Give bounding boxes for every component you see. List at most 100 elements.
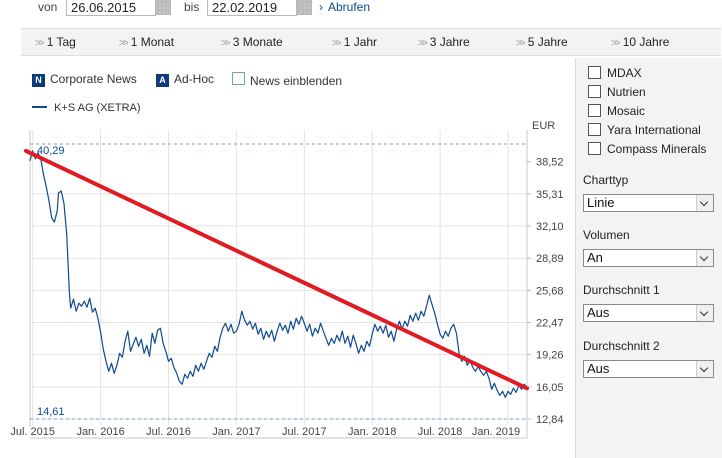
chart-x-axis: Jul. 2015 Jan. 2016 Jul. 2016 Jan. 2017 Jul.…	[10, 426, 520, 438]
compare-nutrien[interactable]: Nutrien	[588, 85, 646, 99]
chart-grid	[29, 130, 528, 439]
checkbox[interactable]	[588, 123, 601, 136]
checkbox[interactable]	[588, 66, 601, 79]
y-tick-label: 16,05	[536, 382, 564, 394]
charttyp-label: Charttyp	[583, 173, 629, 187]
range-label: 3 Monate	[232, 35, 283, 49]
max-value-label: 40,29	[37, 145, 65, 157]
charttyp-value: Linie	[587, 195, 615, 210]
compare-yara[interactable]: Yara International	[588, 123, 701, 137]
corporate-news-label: Corporate News	[50, 72, 137, 86]
news-checkbox	[232, 72, 245, 85]
y-tick-label: 35,31	[536, 189, 564, 201]
news-toggle[interactable]: News einblenden	[232, 72, 342, 88]
volumen-value: An	[587, 250, 603, 265]
checkbox[interactable]	[588, 85, 601, 98]
x-tick-label: Jul. 2017	[282, 426, 327, 438]
avg1-select[interactable]: Aus	[583, 304, 714, 322]
compare-label: Yara International	[607, 123, 701, 137]
compare-label: MDAX	[607, 66, 642, 80]
settings-panel: MDAX Nutrien Mosaic Yara International C…	[575, 58, 722, 458]
chevron-down-icon	[696, 361, 713, 377]
x-tick-label: Jan. 2016	[76, 426, 124, 438]
price-chart: 38,52 35,31 32,10 28,89 25,68 22,47 19,26 16,05…	[10, 120, 564, 439]
y-tick-label: 19,26	[536, 350, 564, 362]
series-legend: K+S AG (XETRA)	[32, 102, 141, 114]
chart-series	[29, 150, 528, 398]
adhoc-toggle[interactable]: A Ad-Hoc	[156, 72, 214, 87]
x-tick-label: Jul. 2015	[10, 426, 55, 438]
chevron-down-icon	[696, 250, 713, 266]
range-1-year[interactable]: >> 1 Jahr	[332, 29, 377, 55]
avg2-label: Durchschnitt 2	[583, 339, 660, 353]
min-value-label: 14,61	[37, 406, 65, 418]
compare-compass[interactable]: Compass Minerals	[588, 142, 706, 156]
double-chevron-icon: >>	[611, 38, 621, 49]
compare-mdax[interactable]: MDAX	[588, 66, 642, 80]
volumen-label: Volumen	[583, 228, 630, 242]
avg1-label: Durchschnitt 1	[583, 283, 660, 297]
chart-trendline	[23, 148, 529, 391]
double-chevron-icon: >>	[418, 38, 428, 49]
to-date-input[interactable]	[207, 0, 297, 16]
range-1-month[interactable]: >> 1 Monat	[119, 29, 174, 55]
avg2-value: Aus	[587, 361, 610, 376]
adhoc-label: Ad-Hoc	[174, 72, 215, 86]
checkbox[interactable]	[588, 142, 601, 155]
range-3-months[interactable]: >> 3 Monate	[221, 29, 283, 55]
y-tick-label: 25,68	[536, 285, 564, 297]
range-label: 1 Jahr	[343, 35, 378, 49]
range-10-years[interactable]: >> 10 Jahre	[611, 29, 669, 55]
corporate-news-toggle[interactable]: N Corporate News	[32, 72, 137, 87]
y-tick-label: 12,84	[536, 414, 564, 426]
range-label: 1 Tag	[46, 35, 76, 49]
series-swatch	[32, 106, 47, 108]
avg1-value: Aus	[587, 305, 610, 320]
series-legend-label: K+S AG (XETRA)	[54, 102, 141, 114]
volumen-select[interactable]: An	[583, 249, 714, 267]
compare-label: Mosaic	[607, 104, 646, 118]
corporate-news-badge: N	[32, 74, 45, 87]
chart-extremes: 40,29 14,61	[30, 143, 527, 420]
x-tick-label: Jan. 2019	[472, 426, 520, 438]
news-label: News einblenden	[250, 74, 343, 88]
red-trendline	[23, 148, 529, 391]
range-label: 3 Jahre	[429, 35, 470, 49]
adhoc-badge: A	[156, 74, 169, 87]
double-chevron-icon: >>	[119, 38, 129, 49]
y-tick-label: 32,10	[536, 221, 564, 233]
charttyp-select[interactable]: Linie	[583, 194, 714, 212]
range-3-years[interactable]: >> 3 Jahre	[418, 29, 470, 55]
double-chevron-icon: >>	[35, 38, 45, 49]
compare-label: Nutrien	[607, 85, 646, 99]
x-tick-label: Jan. 2017	[212, 426, 260, 438]
to-label: bis	[184, 0, 200, 14]
y-unit-label: EUR	[532, 120, 555, 132]
chart-y-axis: 38,52 35,31 32,10 28,89 25,68 22,47 19,26 16,05…	[527, 120, 564, 426]
avg2-select[interactable]: Aus	[583, 360, 714, 378]
chevron-right-icon: ›	[319, 0, 323, 14]
range-1-day[interactable]: >> 1 Tag	[35, 29, 76, 55]
chevron-down-icon	[696, 305, 713, 321]
range-bar: >> 1 Tag >> 1 Monat >> 3 Monate >> 1 Jahr >>…	[21, 28, 721, 56]
x-tick-label: Jul. 2016	[146, 426, 191, 438]
double-chevron-icon: >>	[516, 38, 526, 49]
x-tick-label: Jan. 2018	[348, 426, 396, 438]
y-tick-label: 28,89	[536, 253, 564, 265]
compare-mosaic[interactable]: Mosaic	[588, 104, 645, 118]
y-tick-label: 38,52	[536, 157, 564, 169]
range-label: 1 Monat	[130, 35, 175, 49]
compare-label: Compass Minerals	[607, 142, 707, 156]
checkbox[interactable]	[588, 104, 601, 117]
chevron-down-icon	[696, 195, 713, 211]
calendar-icon[interactable]	[296, 0, 312, 15]
double-chevron-icon: >>	[332, 38, 342, 49]
price-series-line	[29, 150, 528, 398]
from-label: von	[38, 0, 58, 14]
calendar-icon[interactable]	[155, 0, 171, 15]
range-label: 10 Jahre	[622, 35, 670, 49]
range-5-years[interactable]: >> 5 Jahre	[516, 29, 568, 55]
x-tick-label: Jul. 2018	[418, 426, 463, 438]
double-chevron-icon: >>	[221, 38, 231, 49]
submit-link[interactable]: Abrufen	[328, 0, 371, 14]
